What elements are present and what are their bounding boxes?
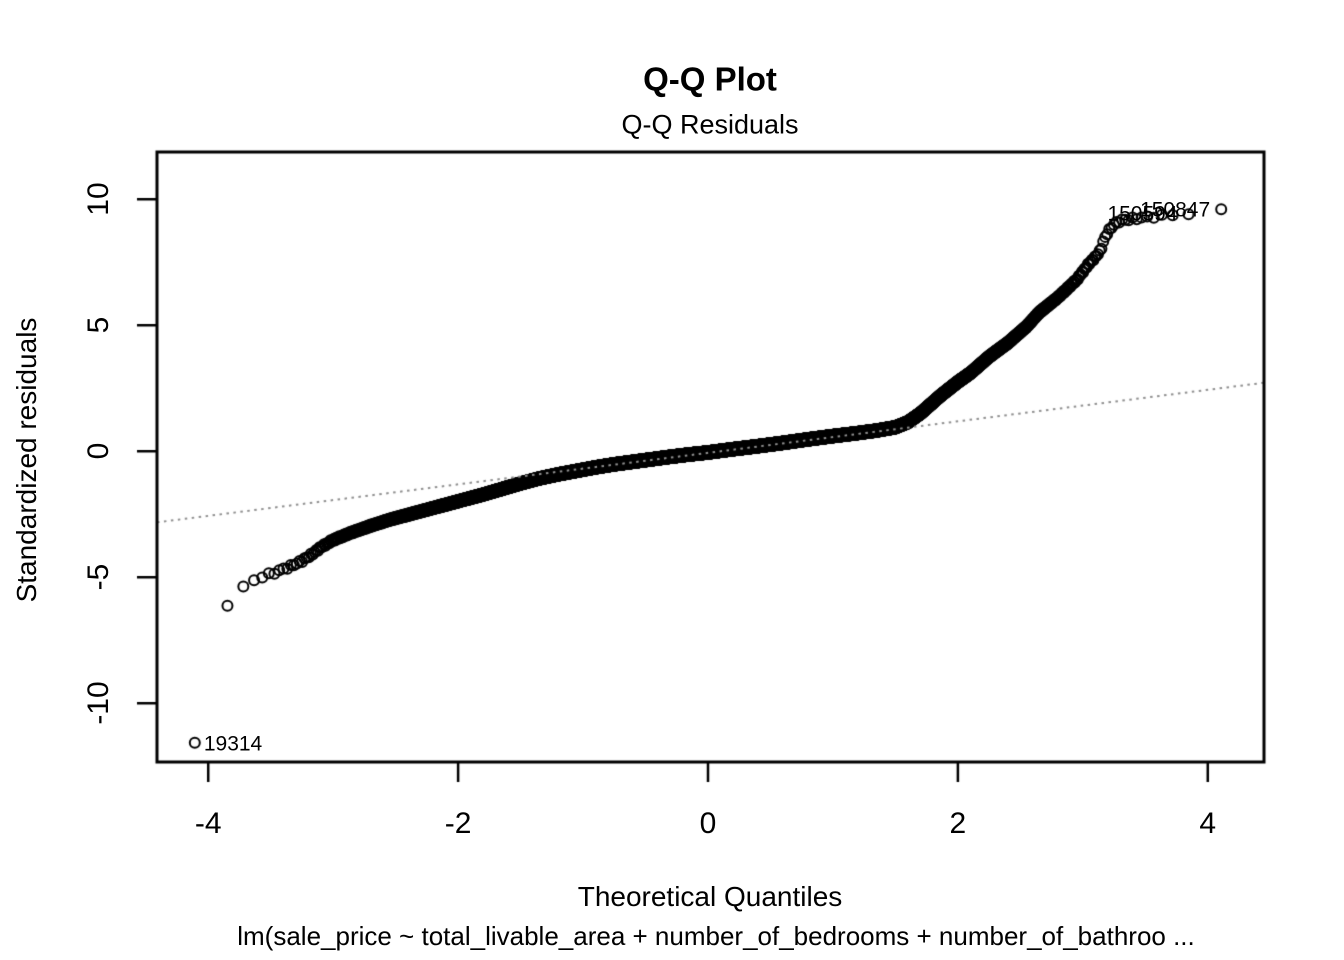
x-tick-label: -4 (194, 807, 222, 840)
x-tick-label: -2 (444, 807, 472, 840)
x-tick-label: 0 (699, 807, 717, 840)
model-formula-caption: lm(sale_price ~ total_livable_area + num… (237, 921, 1195, 951)
outlier-label: 19314 (203, 732, 263, 756)
y-tick-label: 5 (82, 316, 115, 334)
y-tick-label: -10 (82, 681, 115, 725)
x-axis-label: Theoretical Quantiles (577, 881, 843, 912)
outlier-label: 150847 (1140, 198, 1211, 222)
x-tick-label: 2 (949, 807, 967, 840)
chart-title: Q-Q Plot (643, 60, 777, 98)
y-tick-label: 0 (82, 442, 115, 460)
y-axis-label: Standardized residuals (11, 317, 42, 603)
outlier-label: 150594 (1107, 202, 1178, 226)
y-tick-label: -5 (82, 563, 115, 591)
y-tick-label: 10 (82, 182, 115, 216)
chart-subtitle: Q-Q Residuals (621, 109, 799, 140)
x-tick-label: 4 (1199, 807, 1217, 840)
